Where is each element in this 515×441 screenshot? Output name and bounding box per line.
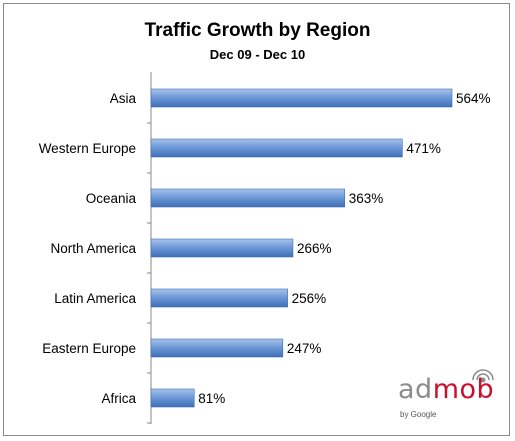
bar-eastern-europe	[150, 338, 284, 358]
value-label: 247%	[287, 341, 322, 356]
signal-icon	[472, 369, 494, 383]
logo-ad: ad	[398, 374, 433, 405]
bar-africa	[150, 388, 195, 408]
value-label: 564%	[456, 91, 491, 106]
category-label: Africa	[101, 391, 136, 406]
chart-title: Traffic Growth by Region	[144, 20, 371, 41]
category-label: North America	[50, 241, 136, 256]
value-label: 256%	[292, 291, 327, 306]
category-label: Eastern Europe	[42, 341, 136, 356]
admob-logo: admob by Google	[398, 369, 498, 422]
bar-north-america	[150, 238, 294, 258]
bar-oceania	[150, 188, 346, 208]
category-label: Oceania	[86, 191, 137, 206]
logo-subtitle: by Google	[400, 410, 437, 419]
value-label: 266%	[297, 241, 332, 256]
bar-asia	[150, 88, 453, 108]
logo-wordmark: admob	[398, 374, 494, 405]
chart-subtitle: Dec 09 - Dec 10	[209, 47, 306, 62]
category-label: Latin America	[54, 291, 136, 306]
value-label: 471%	[406, 141, 441, 156]
value-label: 81%	[198, 391, 225, 406]
category-label: Western Europe	[39, 141, 136, 156]
value-label: 363%	[349, 191, 384, 206]
chart-frame	[3, 3, 510, 436]
bar-latin-america	[150, 288, 288, 308]
category-label: Asia	[110, 91, 137, 106]
bar-western-europe	[150, 138, 403, 158]
logo-mob: mob	[432, 374, 495, 405]
